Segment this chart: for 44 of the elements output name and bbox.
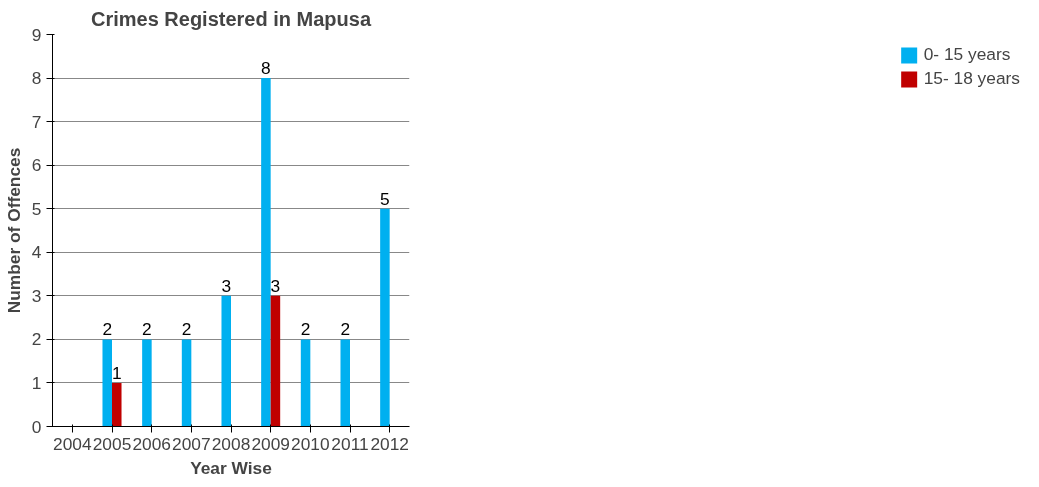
bar xyxy=(221,295,231,427)
data-label: 5 xyxy=(380,188,390,209)
data-label: 3 xyxy=(270,275,281,296)
data-label: 2 xyxy=(300,319,311,340)
bar xyxy=(380,208,390,427)
legend-label: 15- 18 years xyxy=(923,68,1020,89)
data-label: 3 xyxy=(221,275,232,296)
x-tick-label: 2010 xyxy=(291,433,330,454)
x-tick-label: 2007 xyxy=(172,433,211,454)
bar xyxy=(340,339,350,427)
data-label: 2 xyxy=(340,319,351,340)
data-label: 8 xyxy=(261,58,271,79)
x-tick-label: 2006 xyxy=(132,433,171,454)
bar xyxy=(300,339,311,427)
x-tick-label: 2008 xyxy=(211,433,251,454)
data-label: 1 xyxy=(111,362,122,383)
bar xyxy=(112,382,122,427)
y-tick-label: 4 xyxy=(31,242,42,263)
y-tick-label: 5 xyxy=(31,198,42,219)
bar xyxy=(181,339,192,427)
y-tick-label: 7 xyxy=(31,111,42,132)
y-tick-label: 0 xyxy=(31,416,42,437)
data-label: 2 xyxy=(181,319,192,340)
data-label: 2 xyxy=(102,319,113,340)
legend-label: 0- 15 years xyxy=(923,44,1011,65)
bar xyxy=(102,339,112,427)
x-tick-label: 2004 xyxy=(53,433,92,454)
chart-title: Crimes Registered in Mapusa xyxy=(90,7,372,30)
x-tick-label: 2005 xyxy=(92,433,132,454)
y-tick-label: 9 xyxy=(31,24,42,45)
x-axis-title: Year Wise xyxy=(190,457,273,478)
data-label: 2 xyxy=(142,319,152,340)
y-axis-title: Number of Offences xyxy=(3,147,24,314)
x-tick-label: 2011 xyxy=(331,433,369,454)
y-tick-label: 8 xyxy=(31,68,42,89)
y-tick-label: 3 xyxy=(31,285,42,306)
y-tick-label: 6 xyxy=(31,155,42,176)
y-tick-label: 1 xyxy=(31,372,42,393)
bar xyxy=(142,339,152,427)
bar xyxy=(261,78,271,427)
y-tick-label: 2 xyxy=(31,329,42,350)
x-tick-label: 2009 xyxy=(251,433,290,454)
bar xyxy=(270,295,281,427)
x-tick-label: 2012 xyxy=(370,433,409,454)
